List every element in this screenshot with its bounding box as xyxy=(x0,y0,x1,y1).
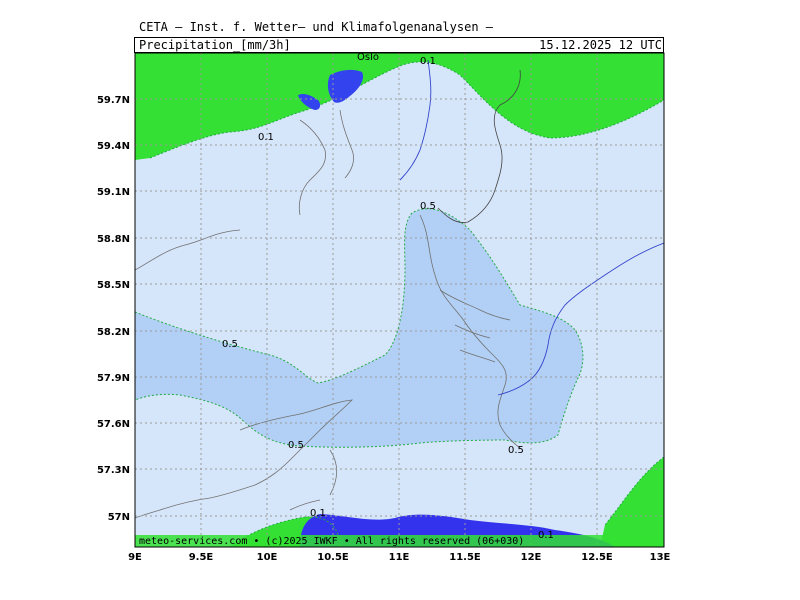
no-precip-area-southeast xyxy=(600,457,664,547)
contour-label: 0.5 xyxy=(222,339,238,350)
lat-grid xyxy=(135,98,664,517)
lake-west xyxy=(298,93,321,110)
lat-tick-label: 59.4N xyxy=(97,141,130,152)
river-east xyxy=(497,242,664,396)
parameter-label: Precipitation_[mm/3h] xyxy=(139,38,291,52)
city-label-oslo: Oslo xyxy=(357,52,379,63)
lon-tick-label: 12E xyxy=(521,552,542,563)
coastline xyxy=(135,109,521,519)
lon-tick-label: 12.5E xyxy=(581,552,613,563)
copyright-footer: meteo-services.com • (c)2025 IWKF • All … xyxy=(139,536,524,547)
lon-tick-labels: 9E 9.5E 10E 10.5E 11E 11.5E 12E 12.5E 13… xyxy=(128,552,670,563)
lat-tick-label: 58.5N xyxy=(97,280,130,291)
lat-tick-label: 57N xyxy=(108,512,130,523)
lon-tick-label: 9E xyxy=(128,552,142,563)
precip-0-5-area xyxy=(135,208,584,448)
lat-tick-label: 58.8N xyxy=(97,234,130,245)
lat-tick-label: 59.1N xyxy=(97,187,130,198)
lat-tick-label: 59.7N xyxy=(97,95,130,106)
lon-tick-label: 10.5E xyxy=(317,552,349,563)
chart-title: CETA — Inst. f. Wetter— und Klimafolgena… xyxy=(139,20,494,34)
lat-tick-labels: 57N 57.3N 57.6N 57.9N 58.2N 58.5N 58.8N … xyxy=(97,95,130,523)
contour-label: 0.1 xyxy=(258,132,274,143)
contour-label: 0.1 xyxy=(310,508,326,519)
lon-grid xyxy=(200,53,598,547)
lon-tick-label: 10E xyxy=(257,552,278,563)
national-border xyxy=(437,69,521,223)
lat-tick-label: 57.3N xyxy=(97,465,130,476)
contour-label: 0.5 xyxy=(288,440,304,451)
contour-label: 0.5 xyxy=(420,201,436,212)
river-north xyxy=(399,59,432,181)
lat-tick-label: 57.9N xyxy=(97,373,130,384)
contour-label: 0.5 xyxy=(508,445,524,456)
lon-tick-label: 11.5E xyxy=(449,552,481,563)
oslofjord xyxy=(327,69,364,103)
lon-tick-label: 11E xyxy=(389,552,410,563)
valid-time-label: 15.12.2025 12 UTC xyxy=(539,38,662,52)
lat-tick-label: 57.6N xyxy=(97,419,130,430)
contour-label: 0.1 xyxy=(420,56,436,67)
lat-tick-label: 58.2N xyxy=(97,327,130,338)
contour-label: 0.1 xyxy=(538,530,554,541)
lon-tick-label: 9.5E xyxy=(189,552,214,563)
lon-tick-label: 13E xyxy=(650,552,671,563)
